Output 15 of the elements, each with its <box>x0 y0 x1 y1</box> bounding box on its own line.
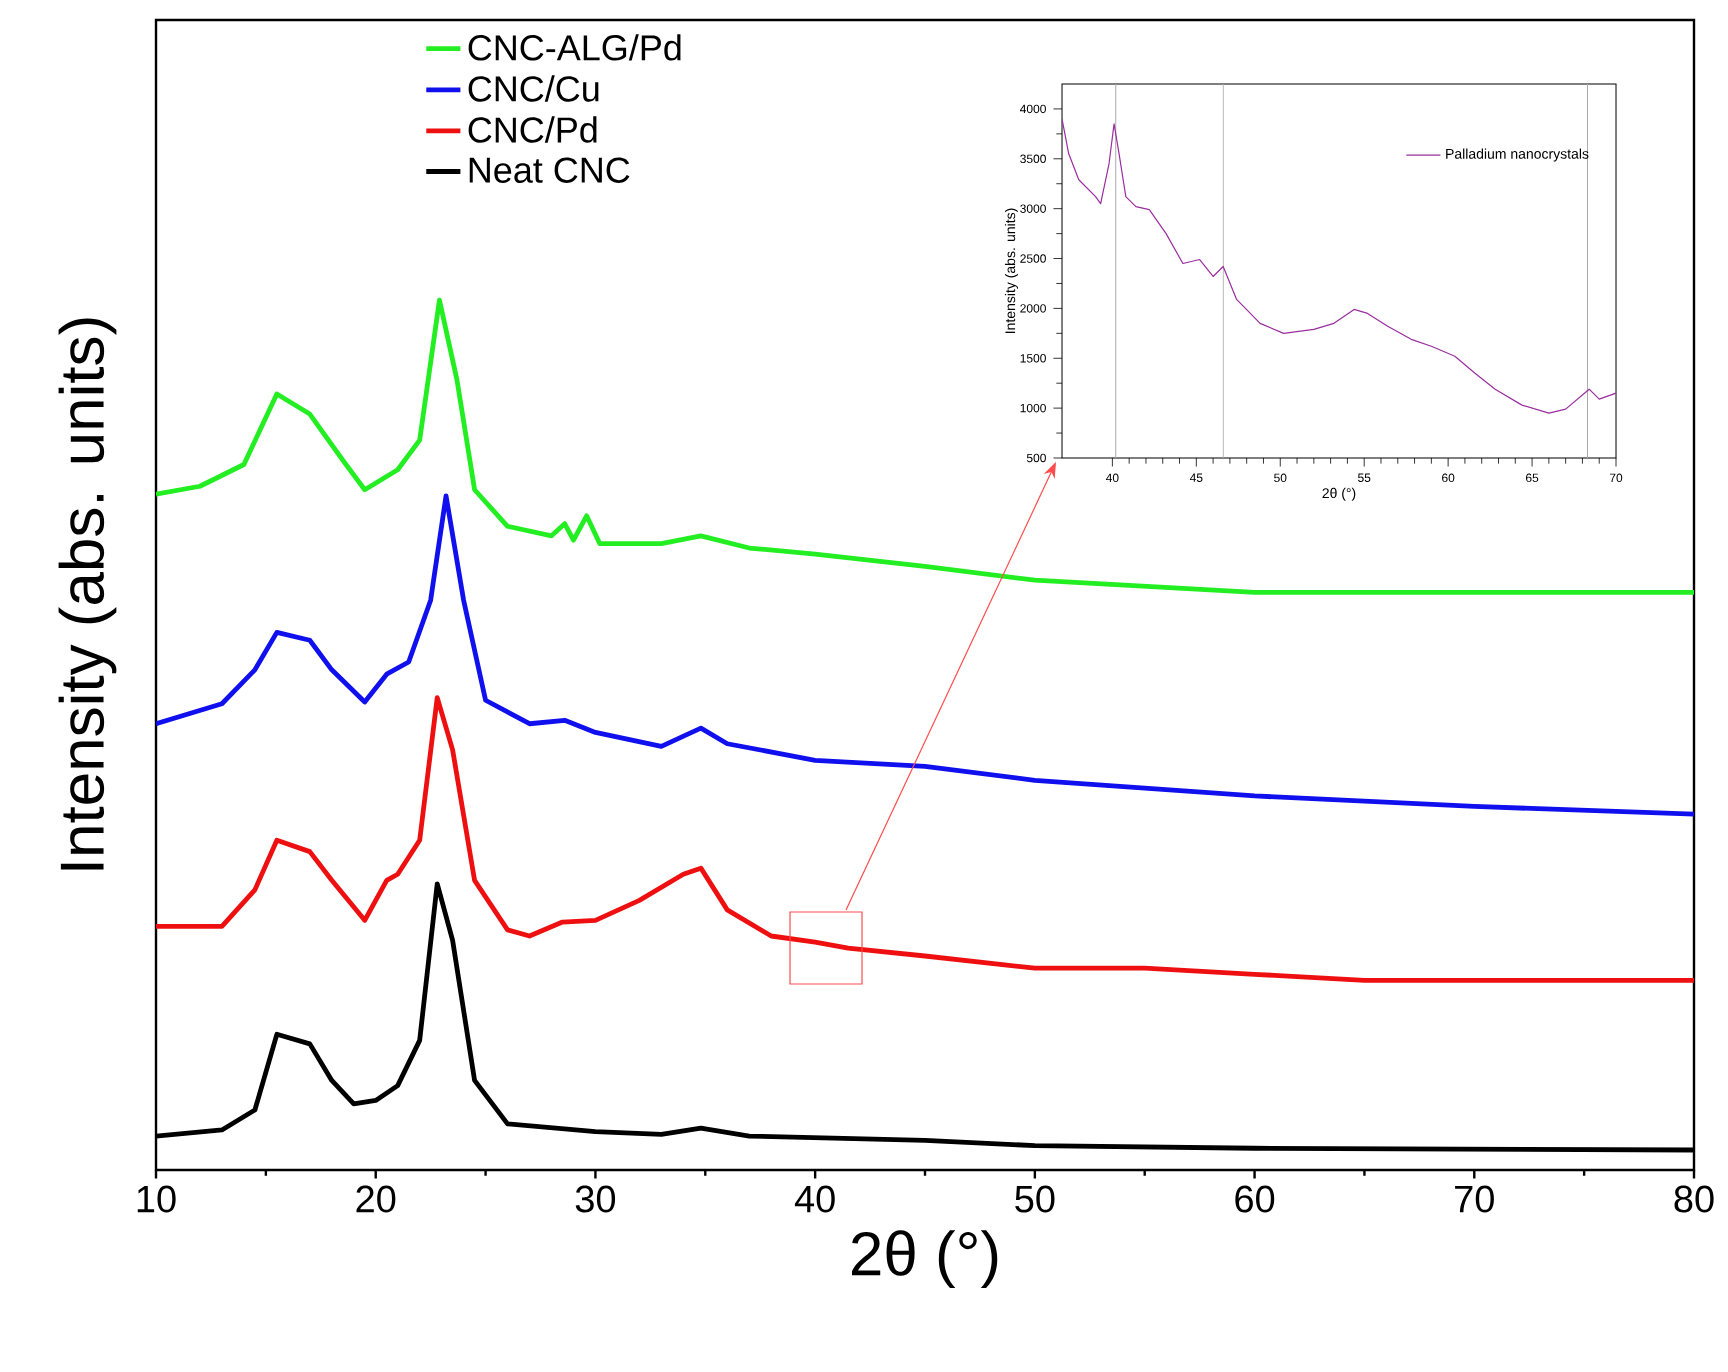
x-axis-title: 2θ (°) <box>851 1230 998 1288</box>
x-tick-label: 30 <box>575 1185 616 1213</box>
legend-label: CNC-ALG/Pd <box>468 34 681 61</box>
x-tick-label: 20 <box>356 1185 396 1213</box>
x-tick-label: 40 <box>794 1185 835 1213</box>
legend-label: CNC/Pd <box>468 116 597 143</box>
x-tick-label: 50 <box>1015 1185 1055 1213</box>
x-tick-label: 80 <box>1674 1185 1714 1213</box>
line-series <box>1062 118 1617 414</box>
x-tick-label: 10 <box>137 1185 176 1213</box>
y-axis-title: Intensity (abs. units) <box>58 318 117 870</box>
x-tick-label: 70 <box>1455 1185 1494 1213</box>
x-tick-label: 60 <box>1235 1185 1275 1213</box>
legend-label: Neat CNC <box>469 157 630 183</box>
legend-label: CNC/Cu <box>468 75 599 102</box>
